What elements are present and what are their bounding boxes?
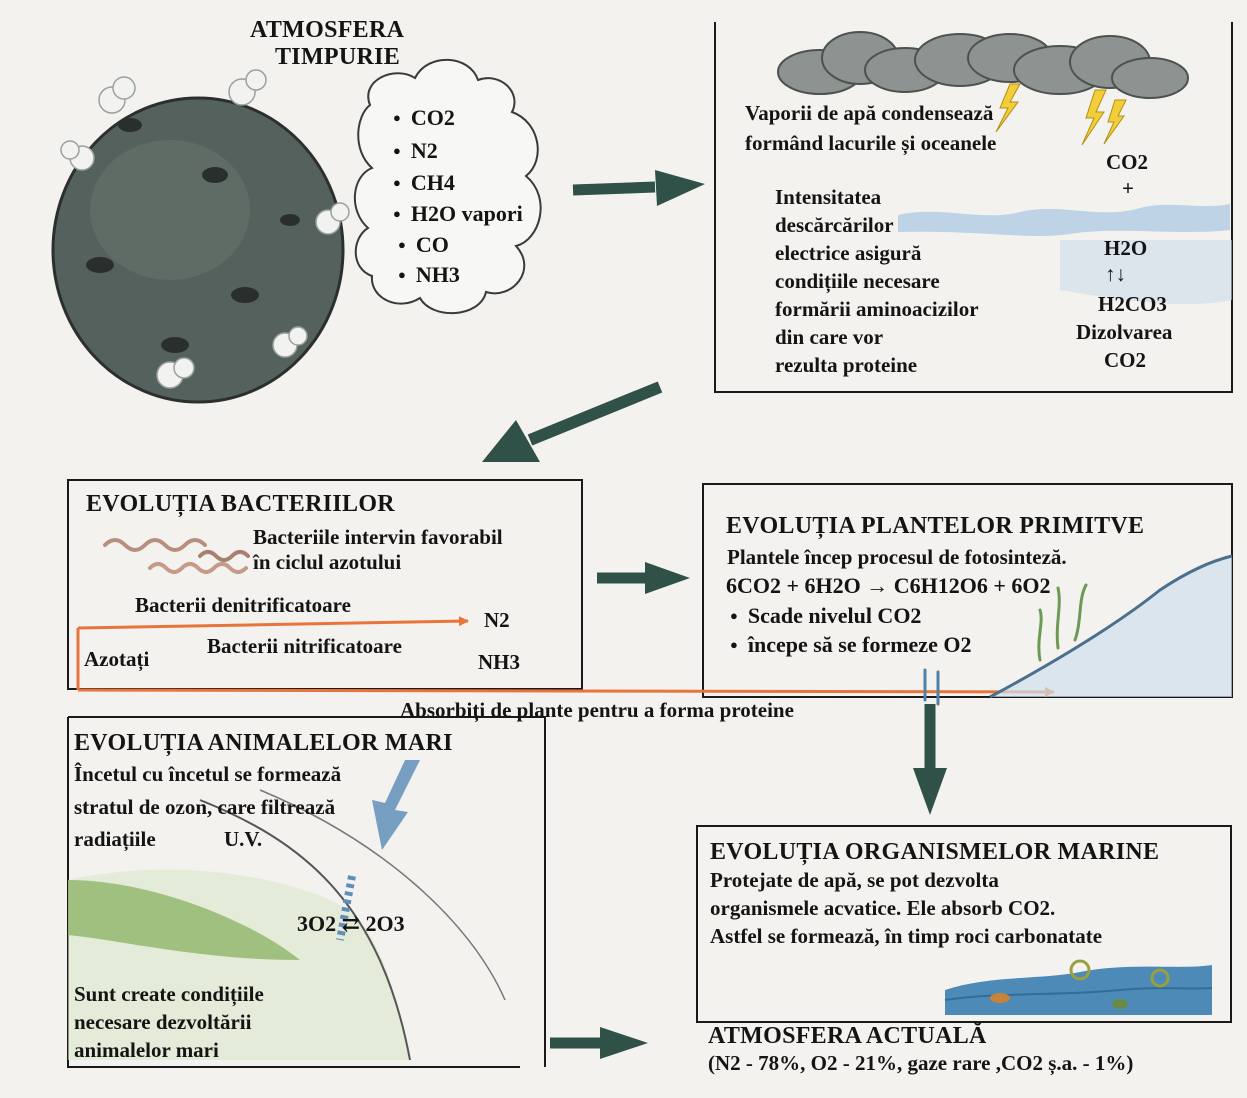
- reaction-co2-top: CO2: [1106, 150, 1148, 174]
- reaction-plus: +: [1122, 176, 1134, 200]
- gas-co: CO: [398, 232, 449, 258]
- denitrification-arrow: [77, 616, 469, 630]
- arrow-plants-to-marine: [913, 704, 947, 815]
- animals-line3: radiațiile: [74, 827, 156, 851]
- uv-arrow: [372, 760, 420, 850]
- animals-line2: stratul de ozon, care filtrează: [74, 795, 336, 819]
- storm-clouds: [777, 31, 1189, 146]
- gas-nh3: NH3: [398, 262, 460, 288]
- lightning-text-5: formării aminoacizilor: [775, 297, 979, 321]
- arrow-animals-to-current: [550, 1027, 648, 1059]
- reaction-h2co3: H2CO3: [1098, 292, 1167, 316]
- early-atmosphere-title-line1: ATMOSFERA: [250, 17, 405, 43]
- condensation-line1: Vaporii de apă condensează: [745, 101, 994, 125]
- reaction-co2-bottom: CO2: [1104, 348, 1146, 372]
- marine-title: EVOLUȚIA ORGANISMELOR MARINE: [710, 839, 1160, 865]
- animals-title: EVOLUȚIA ANIMALELOR MARI: [74, 730, 453, 756]
- nitrifying-bacteria: Bacterii nitrificatoare: [207, 634, 402, 658]
- nitrogen-nh3: NH3: [478, 650, 520, 674]
- ocean-water: [898, 204, 1232, 305]
- nitrogen-n2: N2: [484, 608, 510, 632]
- reaction-arrows: ↑↓: [1105, 262, 1126, 286]
- lightning-text-4: condițiile necesare: [775, 269, 940, 293]
- marine-line1: Protejate de apă, se pot dezvolta: [710, 868, 999, 892]
- plants-bullet-co2: Scade nivelul CO2: [730, 603, 922, 629]
- uv-label: U.V.: [224, 827, 263, 851]
- ozone-illustration: [68, 760, 506, 1061]
- bacteria-title: EVOLUȚIA BACTERIILOR: [86, 491, 395, 517]
- nitrates-label: Azotați: [84, 647, 150, 671]
- current-atmosphere-title: ATMOSFERA ACTUALĂ: [708, 1023, 987, 1049]
- photosynthesis-equation: 6CO2 + 6H2O → C6H12O6 + 6O2: [726, 573, 1051, 598]
- marine-line3: Astfel se formează, în timp roci carbona…: [710, 924, 1103, 948]
- reaction-h2o: H2O: [1104, 236, 1148, 260]
- marine-illustration: [944, 959, 1213, 1015]
- condensation-line2: formând lacurile și oceanele: [745, 131, 997, 155]
- reaction-dissolution: Dizolvarea: [1076, 320, 1173, 344]
- early-atmosphere-title-line2: TIMPURIE: [275, 44, 401, 70]
- gas-h2o-vapori: H2O vapori: [393, 201, 523, 227]
- lightning-text-1: Intensitatea: [775, 185, 882, 209]
- bacteria-panel-frame: [67, 479, 583, 690]
- lightning-text-3: electrice asigură: [775, 241, 922, 265]
- marine-line2: organismele acvatice. Ele absorb CO2.: [710, 896, 1056, 920]
- absorption-arrow: [77, 686, 1055, 697]
- gas-ch4: CH4: [393, 170, 455, 196]
- early-earth-planet: [51, 69, 350, 404]
- flow-arrows: [482, 170, 947, 1059]
- plants-title: EVOLUȚIA PLANTELOR PRIMITVE: [726, 513, 1145, 539]
- animals-bottom-line2: necesare dezvoltării: [74, 1010, 252, 1034]
- animals-bottom-line3: animalelor mari: [74, 1038, 219, 1062]
- animals-bottom-line1: Sunt create condițiile: [74, 982, 264, 1006]
- marine-panel-frame: [696, 825, 1232, 1023]
- plants-line1: Plantele încep procesul de fotosinteză.: [727, 545, 1067, 569]
- animals-panel-frame: [67, 716, 546, 1068]
- gas-co2: CO2: [393, 105, 455, 131]
- arrow-bacteria-to-plants: [597, 562, 690, 594]
- lightning-text-6: din care vor: [775, 325, 884, 349]
- bacteria-line1: Bacteriile intervin favorabil: [253, 525, 503, 549]
- panel-frames: [67, 22, 1233, 1068]
- bacteria-line2: în ciclul azotului: [253, 550, 402, 574]
- gas-n2: N2: [393, 138, 438, 164]
- animals-line1: Încetul cu încetul se formează: [74, 762, 342, 786]
- ozone-reaction: 3O2 ⇄ 2O3: [297, 911, 405, 936]
- bacteria-illustration: [103, 538, 250, 574]
- lightning-text-2: descărcărilor: [775, 213, 894, 237]
- arrow-clouds-to-bacteria: [482, 381, 663, 462]
- arrow-planet-to-clouds: [572, 170, 705, 206]
- plants-bullet-o2: începe să se formeze O2: [730, 632, 972, 658]
- denitrifying-bacteria: Bacterii denitrificatoare: [135, 593, 351, 617]
- clouds-panel-frame: [714, 22, 1233, 393]
- nitrogen-arrows: [76, 616, 1055, 697]
- lightning-text-7: rezulta proteine: [775, 353, 918, 377]
- current-atmosphere-composition: (N2 - 78%, O2 - 21%, gaze rare ,CO2 ș.a.…: [708, 1051, 1134, 1075]
- plants-illustration: [923, 554, 1233, 706]
- absorbed-by-plants: Absorbiți de plante pentru a forma prote…: [400, 698, 794, 722]
